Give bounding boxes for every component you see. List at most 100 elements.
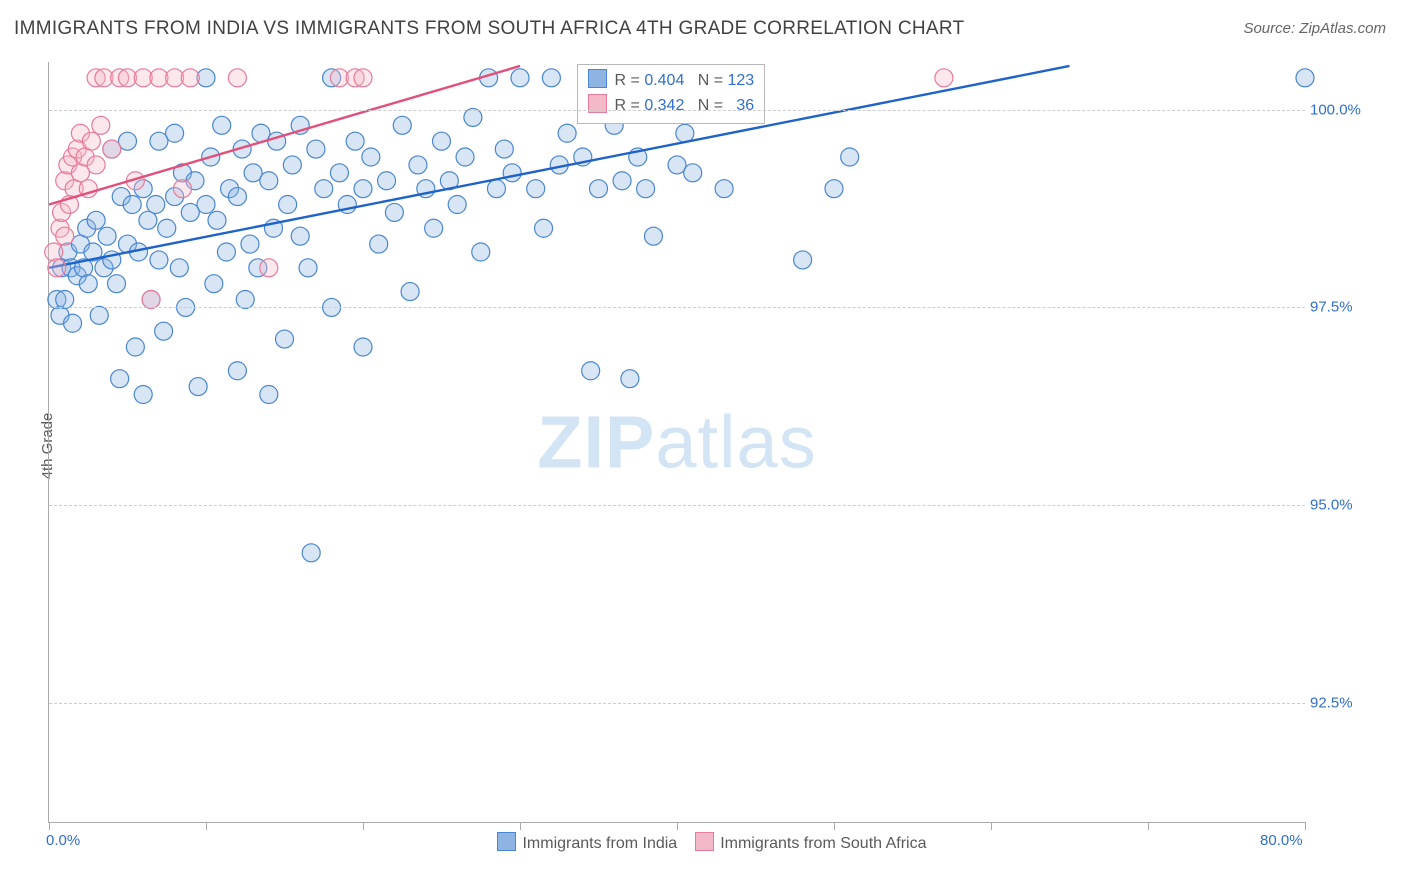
data-point xyxy=(155,322,173,340)
data-point xyxy=(558,124,576,142)
data-point xyxy=(511,69,529,87)
data-point xyxy=(385,203,403,221)
data-point xyxy=(464,108,482,126)
y-tick-label: 97.5% xyxy=(1310,299,1353,316)
data-point xyxy=(108,275,126,293)
plot-svg xyxy=(49,62,1305,822)
data-point xyxy=(302,544,320,562)
data-point xyxy=(279,196,297,214)
data-point xyxy=(166,124,184,142)
data-point xyxy=(87,156,105,174)
data-point xyxy=(354,69,372,87)
data-point xyxy=(330,164,348,182)
x-tick xyxy=(49,822,50,830)
data-point xyxy=(283,156,301,174)
data-point xyxy=(684,164,702,182)
data-point xyxy=(393,116,411,134)
x-tick xyxy=(677,822,678,830)
data-point xyxy=(841,148,859,166)
x-tick xyxy=(1148,822,1149,830)
data-point xyxy=(613,172,631,190)
data-point xyxy=(126,338,144,356)
data-point xyxy=(92,116,110,134)
data-point xyxy=(48,259,66,277)
data-point xyxy=(260,259,278,277)
data-point xyxy=(170,259,188,277)
data-point xyxy=(260,172,278,190)
data-point xyxy=(354,180,372,198)
data-point xyxy=(241,235,259,253)
data-point xyxy=(621,370,639,388)
data-point xyxy=(213,116,231,134)
data-point xyxy=(644,227,662,245)
data-point xyxy=(503,164,521,182)
data-point xyxy=(217,243,235,261)
data-point xyxy=(79,275,97,293)
gridline xyxy=(49,110,1305,111)
data-point xyxy=(370,235,388,253)
x-tick xyxy=(363,822,364,830)
data-point xyxy=(637,180,655,198)
correlation-legend-box: R = 0.404 N = 123R = 0.342 N = 36 xyxy=(577,64,766,124)
x-tick xyxy=(1305,822,1306,830)
data-point xyxy=(291,227,309,245)
gridline xyxy=(49,307,1305,308)
legend-series-label: Immigrants from South Africa xyxy=(720,835,926,852)
data-point xyxy=(448,196,466,214)
data-point xyxy=(409,156,427,174)
data-point xyxy=(935,69,953,87)
data-point xyxy=(260,386,278,404)
data-point xyxy=(378,172,396,190)
data-point xyxy=(535,219,553,237)
y-tick-label: 100.0% xyxy=(1310,101,1361,118)
trend-line xyxy=(49,66,1070,268)
legend-swatch xyxy=(695,832,714,851)
data-point xyxy=(205,275,223,293)
gridline xyxy=(49,703,1305,704)
legend-stats-row: R = 0.404 N = 123 xyxy=(588,69,755,94)
data-point xyxy=(82,132,100,150)
x-tick xyxy=(991,822,992,830)
data-point xyxy=(590,180,608,198)
data-point xyxy=(825,180,843,198)
gridline xyxy=(49,505,1305,506)
data-point xyxy=(134,386,152,404)
data-point xyxy=(794,251,812,269)
data-point xyxy=(542,69,560,87)
x-tick xyxy=(834,822,835,830)
y-tick-label: 92.5% xyxy=(1310,695,1353,712)
data-point xyxy=(425,219,443,237)
data-point xyxy=(527,180,545,198)
chart-title: IMMIGRANTS FROM INDIA VS IMMIGRANTS FROM… xyxy=(14,18,964,40)
x-tick xyxy=(206,822,207,830)
data-point xyxy=(354,338,372,356)
data-point xyxy=(495,140,513,158)
data-point xyxy=(103,140,121,158)
data-point xyxy=(299,259,317,277)
data-point xyxy=(228,362,246,380)
y-tick-label: 95.0% xyxy=(1310,497,1353,514)
data-point xyxy=(56,291,74,309)
data-point xyxy=(456,148,474,166)
data-point xyxy=(362,148,380,166)
data-point xyxy=(189,378,207,396)
data-point xyxy=(90,306,108,324)
series-legend: Immigrants from India Immigrants from Sou… xyxy=(0,832,1406,853)
data-point xyxy=(142,291,160,309)
legend-series-label: Immigrants from India xyxy=(522,835,677,852)
data-point xyxy=(582,362,600,380)
data-point xyxy=(228,69,246,87)
data-point xyxy=(45,243,63,261)
data-point xyxy=(346,132,364,150)
data-point xyxy=(173,180,191,198)
data-point xyxy=(87,211,105,229)
data-point xyxy=(401,283,419,301)
data-point xyxy=(98,227,116,245)
data-point xyxy=(228,188,246,206)
data-point xyxy=(64,314,82,332)
data-point xyxy=(208,211,226,229)
data-point xyxy=(56,227,74,245)
legend-stats-row: R = 0.342 N = 36 xyxy=(588,94,755,119)
data-point xyxy=(315,180,333,198)
data-point xyxy=(139,211,157,229)
